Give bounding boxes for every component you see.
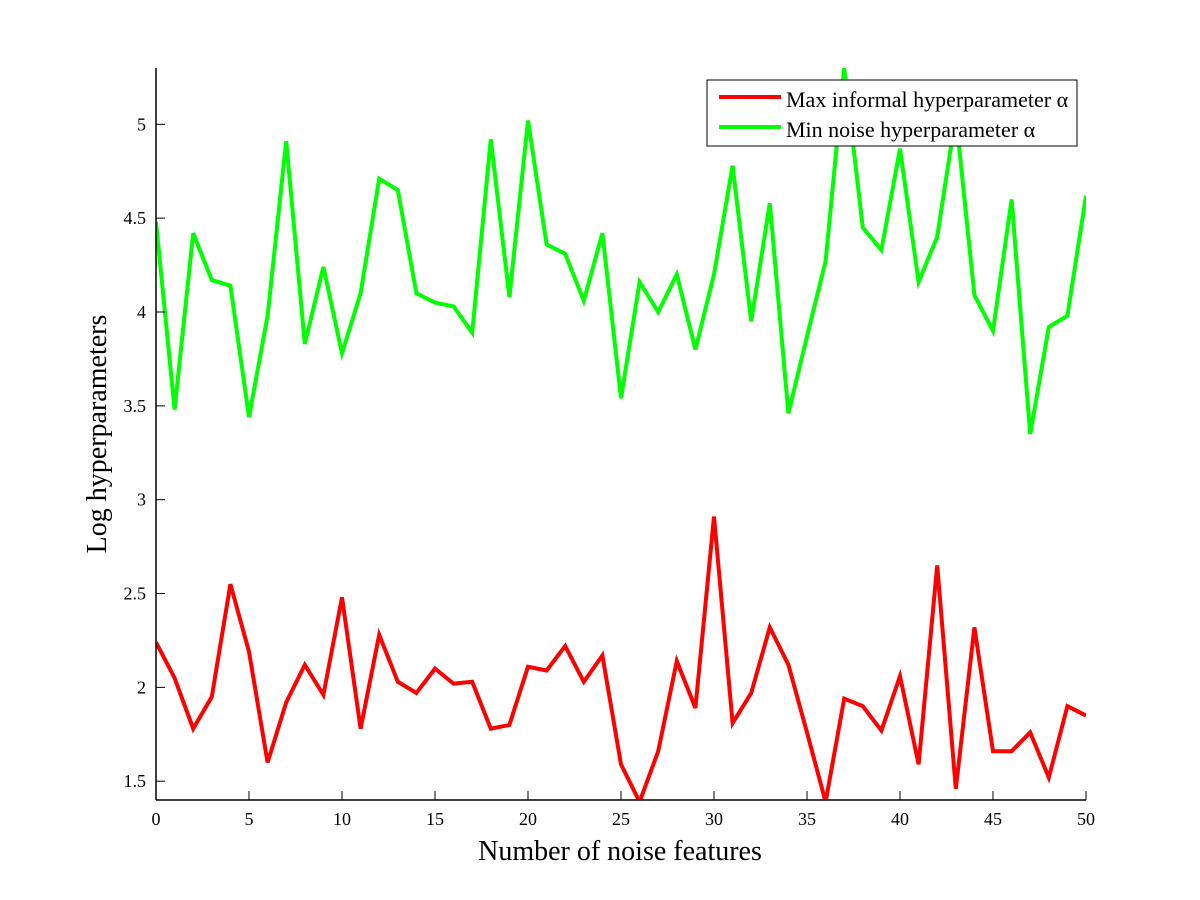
x-tick-label: 30 xyxy=(705,809,723,829)
y-tick-label: 4 xyxy=(137,302,146,322)
y-tick-label: 3 xyxy=(137,490,146,510)
x-tick-label: 35 xyxy=(798,809,816,829)
y-axis-label: Log hyperparameters xyxy=(82,315,113,554)
ticks: 0 5 10 15 20 25 30 35 40 45 50 1.5 2 2.5 3 3.5 4 4.5 5 xyxy=(124,114,1096,829)
x-tick-label: 20 xyxy=(519,809,537,829)
series-layer xyxy=(156,68,1086,800)
y-tick-label: 4.5 xyxy=(124,208,147,228)
legend-box xyxy=(706,79,1078,147)
x-tick-label: 40 xyxy=(891,809,909,829)
y-tick-label: 1.5 xyxy=(124,771,147,791)
x-tick-label: 15 xyxy=(426,809,444,829)
legend-label-max-informal: Max informal hyperparameter α xyxy=(786,87,1069,112)
x-tick-label: 5 xyxy=(245,809,254,829)
x-tick-label: 0 xyxy=(152,809,161,829)
x-tick-label: 25 xyxy=(612,809,630,829)
y-tick-label: 2 xyxy=(137,677,146,697)
x-tick-label: 45 xyxy=(984,809,1002,829)
y-tick-label: 2.5 xyxy=(124,584,147,604)
x-tick-label: 10 xyxy=(333,809,351,829)
series-line-max-informal xyxy=(156,516,1086,800)
legend-label-min-noise: Min noise hyperparameter α xyxy=(786,117,1036,142)
x-axis-label: Number of noise features xyxy=(478,836,762,867)
x-tick-label: 50 xyxy=(1077,809,1095,829)
y-tick-label: 5 xyxy=(137,114,146,134)
legend: Max informal hyperparameter α Min noise … xyxy=(706,79,1078,147)
y-tick-label: 3.5 xyxy=(124,396,147,416)
